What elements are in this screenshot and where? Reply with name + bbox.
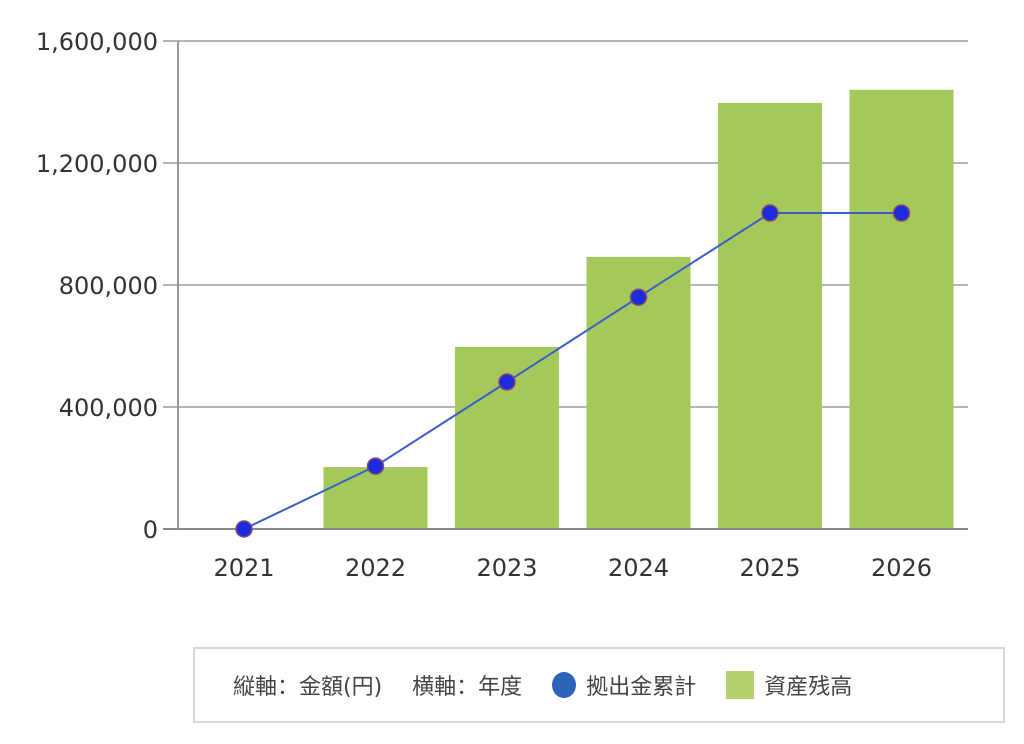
x-tick-label: 2023 bbox=[476, 554, 537, 582]
line-marker bbox=[366, 457, 385, 475]
legend-item-bar: 資産残高 bbox=[726, 669, 852, 701]
line-series bbox=[243, 212, 902, 530]
bar bbox=[849, 89, 954, 529]
bar bbox=[323, 467, 428, 528]
line-marker bbox=[892, 204, 911, 222]
y-tick-label: 0 bbox=[143, 516, 158, 544]
y-tick-label: 1,200,000 bbox=[36, 150, 158, 178]
line-marker bbox=[498, 373, 516, 391]
x-tick-label: 2021 bbox=[213, 554, 274, 582]
square-swatch-icon bbox=[726, 671, 755, 699]
y-tick-label: 400,000 bbox=[59, 394, 158, 422]
x-tick-label: 2026 bbox=[871, 554, 932, 582]
line-marker bbox=[629, 288, 648, 306]
x-tick-label: 2025 bbox=[739, 554, 800, 582]
chart-legend: 縦軸：金額(円) 横軸：年度 拠出金累計 資産残高 bbox=[193, 647, 1005, 723]
bar bbox=[718, 102, 822, 528]
x-tick-label: 2024 bbox=[608, 554, 669, 582]
y-tick-label: 800,000 bbox=[59, 272, 158, 300]
chart-canvas: 0 400,000 800,000 1,200,000 1,600,000 2021 202… bbox=[36, 28, 968, 582]
legend-item-line: 拠出金累計 bbox=[552, 669, 696, 701]
x-tick-label: 2022 bbox=[345, 554, 406, 582]
circle-marker-icon bbox=[552, 672, 577, 698]
legend-x-axis-note: 横軸：年度 bbox=[412, 675, 523, 700]
line-marker bbox=[761, 204, 779, 222]
legend-y-axis-note: 縦軸：金額(円) bbox=[233, 675, 383, 700]
y-tick-label: 1,600,000 bbox=[36, 28, 158, 56]
line-marker bbox=[235, 520, 253, 538]
